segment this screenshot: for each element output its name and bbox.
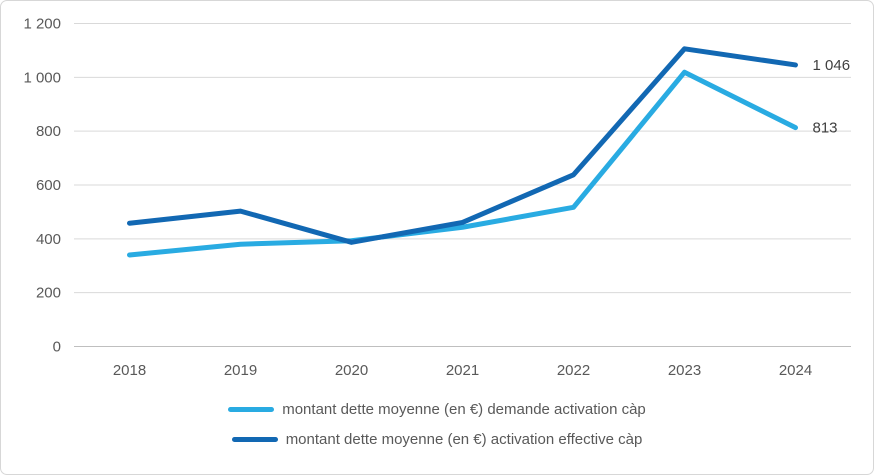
y-tick-label: 200 bbox=[36, 285, 61, 302]
y-tick-label: 1 200 bbox=[23, 16, 61, 33]
series-line-1[interactable] bbox=[127, 46, 798, 245]
legend-label: montant dette moyenne (en €) activation … bbox=[285, 431, 643, 448]
legend-item-0[interactable]: montant dette moyenne (en €) demande act… bbox=[228, 401, 646, 418]
x-tick-label: 2023 bbox=[668, 362, 701, 379]
x-tick-label: 2018 bbox=[113, 362, 146, 379]
y-tick-label: 1 000 bbox=[23, 69, 61, 86]
legend: montant dette moyenne (en €) demande act… bbox=[1, 401, 873, 448]
line-chart-plot-area: 1 200 1 000 800 600 400 200 0 2018 2019 2020 2021 2… bbox=[23, 16, 851, 379]
data-label: 1 046 bbox=[813, 57, 851, 74]
data-label: 813 bbox=[813, 120, 838, 137]
x-tick-label: 2022 bbox=[557, 362, 590, 379]
legend-item-1[interactable]: montant dette moyenne (en €) activation … bbox=[231, 431, 643, 448]
x-tick-label: 2024 bbox=[779, 362, 812, 379]
y-tick-label: 0 bbox=[53, 339, 61, 356]
x-tick-label: 2020 bbox=[335, 362, 368, 379]
legend-label: montant dette moyenne (en €) demande act… bbox=[282, 401, 646, 418]
series-line-0[interactable] bbox=[127, 69, 798, 258]
legend-swatch-icon bbox=[228, 407, 275, 412]
y-tick-label: 400 bbox=[36, 231, 61, 248]
y-tick-label: 800 bbox=[36, 123, 61, 140]
x-tick-label: 2021 bbox=[446, 362, 479, 379]
x-tick-label: 2019 bbox=[224, 362, 257, 379]
legend-swatch-icon bbox=[231, 437, 278, 442]
y-tick-label: 600 bbox=[36, 177, 61, 194]
